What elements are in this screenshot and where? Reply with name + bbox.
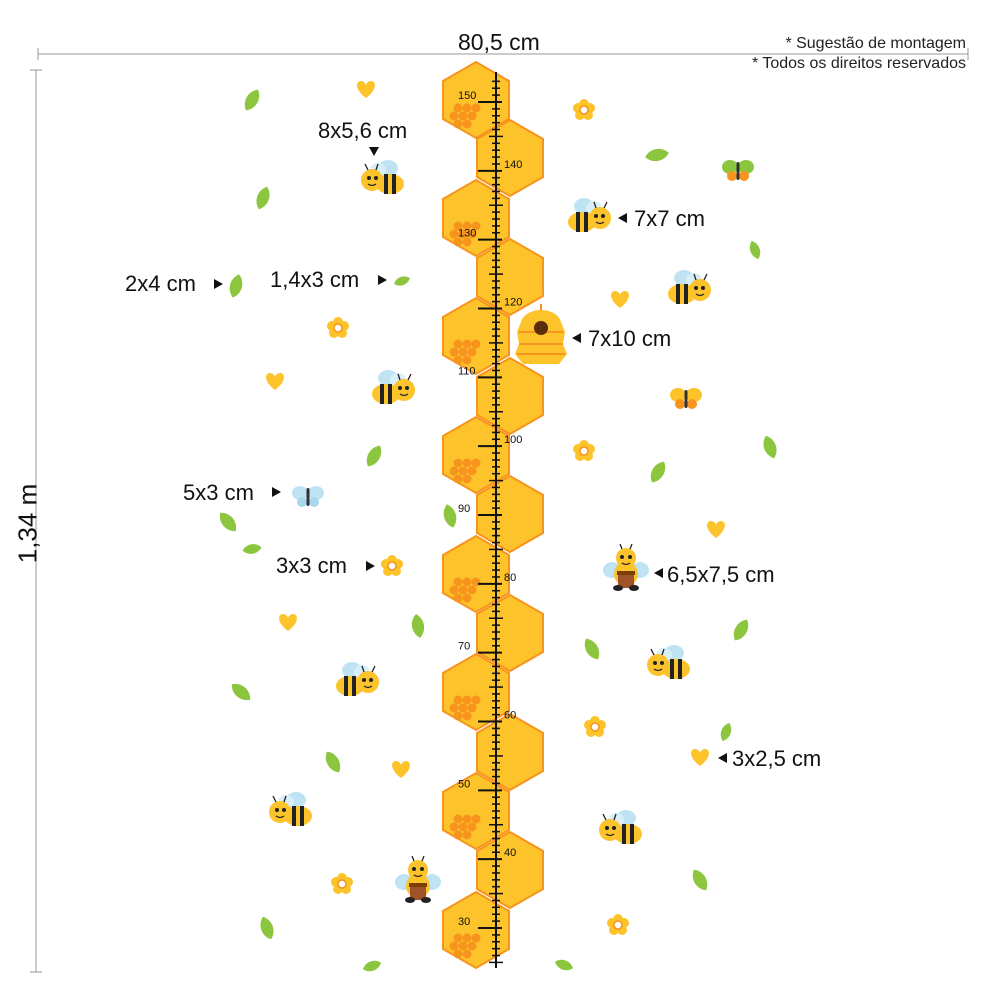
butterfly-icon (722, 160, 754, 181)
rights-reserved-note: * Todos os direitos reservados (751, 55, 966, 72)
large-leaf-size-label: 2x4 cm (125, 271, 196, 296)
flower-icon (330, 872, 354, 895)
bee-icon (371, 369, 416, 405)
width-label: 80,5 cm (458, 29, 540, 55)
leaf-icon (729, 616, 753, 644)
flower-icon (583, 715, 607, 738)
heart-size-label: 3x2,5 cm (732, 746, 822, 771)
side-bee-size-label: 7x7 cm (634, 206, 705, 231)
arrow-icon (572, 333, 581, 343)
leaf-icon (253, 184, 273, 212)
honey-bee-icon (602, 543, 650, 592)
height-ruler: 150 140 130 120 110 100 90 80 70 60 50 40 30 (458, 72, 522, 968)
arrow-icon (366, 561, 375, 571)
leaf-icon (580, 635, 604, 663)
heart-icon (357, 81, 375, 98)
bee-icon (567, 197, 612, 233)
ruler-label: 130 (458, 228, 476, 240)
bee-icon (360, 159, 405, 195)
leaf-icon (747, 239, 763, 261)
butterfly-icon (292, 486, 324, 507)
heart-icon (691, 749, 709, 766)
arrow-icon (369, 147, 379, 156)
ruler-label: 140 (504, 159, 522, 171)
heart-icon (392, 761, 410, 778)
large-bee-size-label: 8x5,6 cm (318, 118, 408, 143)
leaf-icon (362, 442, 386, 470)
leaf-icon (718, 721, 734, 743)
flower-icon (572, 98, 596, 121)
flower-size-label: 3x3 cm (276, 553, 347, 578)
heart-icon (611, 291, 629, 308)
heart-icon (279, 614, 297, 631)
leaf-icon (441, 502, 459, 530)
honey-bee-icon (394, 855, 442, 904)
ruler-label: 60 (504, 710, 516, 722)
honey-bee-size-label: 6,5x7,5 cm (667, 562, 775, 587)
heart-icon (707, 521, 725, 538)
leaf-icon (321, 748, 345, 776)
bee-icon (646, 644, 691, 680)
bee-icon (335, 661, 380, 697)
bee-icon (268, 791, 313, 827)
height-label: 1,34 m (12, 483, 43, 564)
arrow-icon (618, 213, 627, 223)
ruler-label: 120 (504, 297, 522, 309)
beehive-size-label: 7x10 cm (588, 326, 672, 351)
ruler-label: 50 (458, 778, 470, 790)
flower-icon (380, 554, 404, 577)
small-leaf-size-label: 1,4x3 cm (270, 267, 360, 292)
leaf-icon (688, 866, 712, 894)
arrow-icon (378, 275, 387, 285)
leaf-icon (644, 147, 670, 163)
flower-icon (606, 913, 630, 936)
ruler-label: 70 (458, 641, 470, 653)
leaf-icon (227, 272, 245, 300)
bee-icon (667, 269, 712, 305)
flower-icon (326, 316, 350, 339)
arrow-icon (718, 753, 727, 763)
leaf-icon (553, 957, 575, 973)
butterfly-icon (670, 388, 702, 409)
leaf-icon (760, 433, 780, 461)
ruler-label: 90 (458, 503, 470, 515)
leaf-icon (410, 613, 426, 639)
leaf-icon (392, 274, 412, 288)
leaf-icon (361, 958, 383, 974)
beehive-icon (515, 304, 567, 364)
arrow-icon (654, 568, 663, 578)
heart-icon (266, 373, 284, 390)
flower-icon (572, 439, 596, 462)
ruler-label: 80 (504, 572, 516, 584)
butterfly-size-label: 5x3 cm (183, 480, 254, 505)
arrow-icon (272, 487, 281, 497)
leaf-icon (241, 542, 263, 556)
ruler-label: 110 (458, 365, 476, 377)
width-dimension-line (37, 48, 969, 60)
ruler-label: 30 (458, 916, 470, 928)
leaf-icon (227, 679, 255, 705)
ruler-label: 40 (504, 847, 516, 859)
leaf-icon (257, 914, 277, 942)
height-dimension-line (30, 69, 42, 973)
ruler-label: 150 (458, 90, 476, 102)
leaf-icon (215, 508, 241, 536)
arrow-icon (214, 279, 223, 289)
mounting-suggestion-note: * Sugestão de montagem (785, 35, 966, 52)
leaf-icon (646, 458, 670, 486)
leaf-icon (240, 86, 264, 114)
ruler-label: 100 (504, 434, 522, 446)
bee-icon (598, 809, 643, 845)
